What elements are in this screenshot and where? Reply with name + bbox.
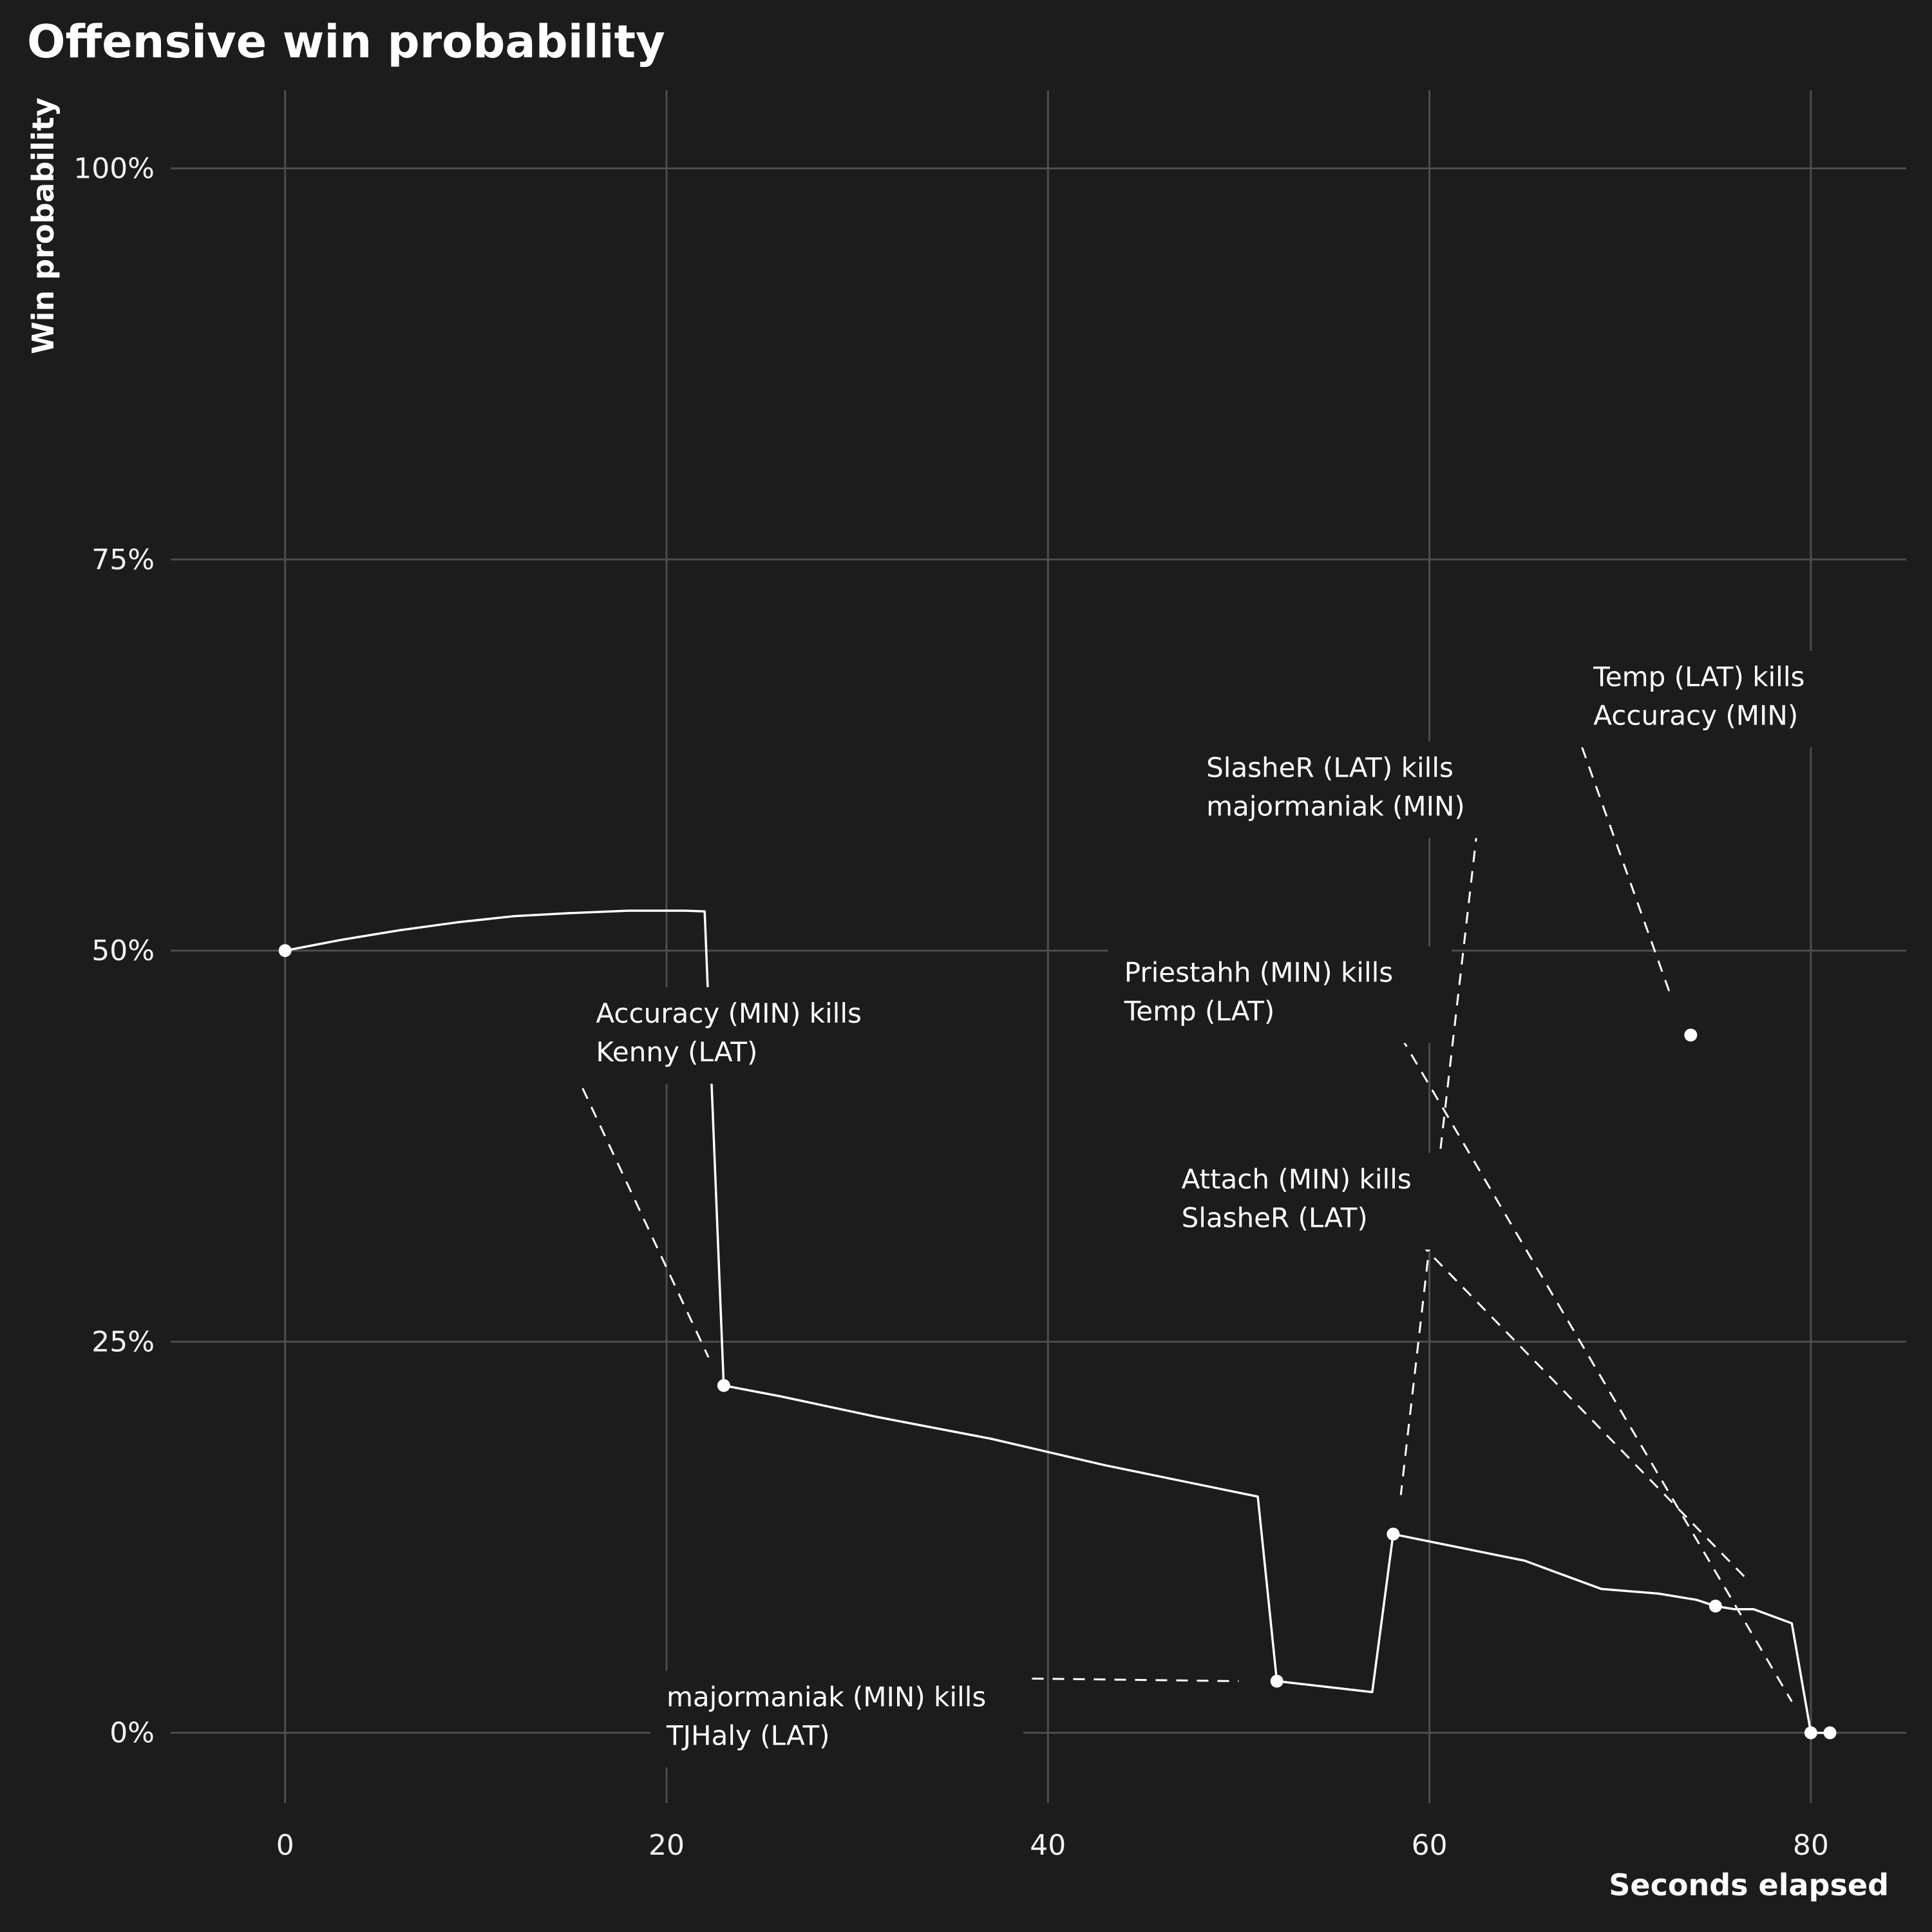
annotation-label-line: Accuracy (MIN) [1593, 700, 1798, 732]
y-gridlines [171, 167, 1906, 1734]
y-tick-label: 75% [91, 544, 155, 576]
annotation-label-line: SlasheR (LAT) kills [1206, 752, 1454, 783]
annotation-label-background [1577, 650, 1847, 748]
win-probability-line [285, 909, 1830, 1734]
x-gridlines [284, 90, 1812, 1803]
annotation-label-background [1190, 741, 1504, 838]
annotation-label: Attach (MIN) kills SlasheR (LAT) [1182, 1163, 1412, 1233]
annotation-label: SlasheR (LAT) kills majormaniak (MIN) [1206, 752, 1465, 822]
annotation-leader-line [1399, 1036, 1793, 1702]
y-tick-label: 0% [109, 1717, 155, 1750]
annotation-label-line: majormaniak (MIN) kills [667, 1681, 986, 1712]
x-tick-label: 80 [1793, 1829, 1829, 1862]
event-point [1709, 1599, 1722, 1613]
annotation-leader-line [1581, 746, 1671, 994]
y-axis-title: Win probability [26, 97, 61, 354]
annotation-label: Priestahh (MIN) kills Temp (LAT) [1124, 957, 1393, 1027]
annotation-label-background [1108, 946, 1452, 1043]
annotation-label-line: Temp (LAT) kills [1593, 661, 1804, 693]
y-tick-labels: 0% 25% 50% 75% 100% [73, 152, 155, 1749]
x-tick-label: 0 [276, 1829, 294, 1862]
chart-title: Offensive win probability [27, 15, 665, 68]
x-tick-label: 20 [649, 1829, 685, 1862]
annotation-leader-line [582, 1088, 710, 1358]
x-tick-label: 60 [1412, 1829, 1448, 1862]
annotation-leader-line [1419, 1242, 1745, 1577]
event-point [1387, 1528, 1400, 1541]
event-points [278, 944, 1837, 1739]
annotation-label-line: Accuracy (MIN) kills [596, 998, 861, 1029]
x-tick-label: 40 [1030, 1829, 1066, 1862]
event-point [1684, 1028, 1698, 1042]
x-axis-title: Seconds elapsed [1609, 1868, 1889, 1902]
annotation-leader-line [990, 1677, 1239, 1683]
event-point [1270, 1674, 1283, 1688]
annotation-label-background [650, 1671, 1023, 1768]
annotation-label-line: TJHaly (LAT) [666, 1719, 830, 1751]
annotation-label-line: majormaniak (MIN) [1206, 790, 1465, 822]
annotation-label-line: Attach (MIN) kills [1182, 1163, 1412, 1195]
annotation-label-line: Priestahh (MIN) kills [1124, 957, 1393, 989]
annotation-label-line: SlasheR (LAT) [1182, 1202, 1368, 1233]
annotation-label: Temp (LAT) kills Accuracy (MIN) [1593, 661, 1804, 732]
annotation-labels: Accuracy (MIN) kills Kenny (LAT) majormani… [580, 650, 1847, 1768]
y-tick-label: 100% [73, 152, 155, 185]
event-point [278, 944, 292, 958]
series-line-group [285, 909, 1830, 1734]
event-point [1804, 1726, 1817, 1739]
x-tick-labels: 0 20 40 60 80 [276, 1829, 1829, 1862]
y-tick-label: 25% [91, 1325, 155, 1358]
annotation-label: majormaniak (MIN) kills TJHaly (LAT) [666, 1681, 986, 1751]
annotation-label-background [580, 987, 909, 1084]
event-point [717, 1379, 730, 1392]
annotation-label-background [1165, 1153, 1464, 1250]
y-tick-label: 50% [91, 934, 155, 967]
annotation-label-line: Temp (LAT) [1124, 996, 1275, 1027]
annotation-label: Accuracy (MIN) kills Kenny (LAT) [596, 998, 861, 1068]
annotation-label-line: Kenny (LAT) [596, 1036, 757, 1068]
event-point [1823, 1726, 1837, 1739]
